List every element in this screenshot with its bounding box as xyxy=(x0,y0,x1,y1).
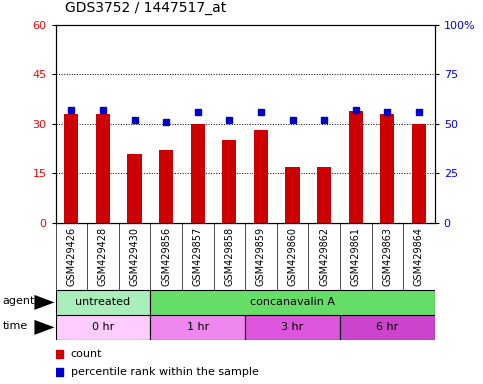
Text: GSM429861: GSM429861 xyxy=(351,227,361,286)
Text: GSM429426: GSM429426 xyxy=(66,227,76,286)
Text: 3 hr: 3 hr xyxy=(282,322,304,333)
Bar xyxy=(150,315,245,340)
Text: GSM429430: GSM429430 xyxy=(129,227,140,286)
Bar xyxy=(159,150,173,223)
Text: GSM429428: GSM429428 xyxy=(98,227,108,286)
Text: GSM429863: GSM429863 xyxy=(383,227,392,286)
Text: GSM429860: GSM429860 xyxy=(287,227,298,286)
Bar xyxy=(349,111,363,223)
Text: concanavalin A: concanavalin A xyxy=(250,297,335,308)
Text: GSM429864: GSM429864 xyxy=(414,227,424,286)
Polygon shape xyxy=(34,295,55,310)
Bar xyxy=(285,167,299,223)
Text: GSM429856: GSM429856 xyxy=(161,227,171,286)
Bar xyxy=(56,290,150,315)
Text: GSM429859: GSM429859 xyxy=(256,227,266,286)
Text: 1 hr: 1 hr xyxy=(186,322,209,333)
Text: untreated: untreated xyxy=(75,297,130,308)
Bar xyxy=(64,114,78,223)
Text: percentile rank within the sample: percentile rank within the sample xyxy=(71,366,258,377)
Bar xyxy=(128,154,142,223)
Bar xyxy=(56,315,150,340)
Bar xyxy=(380,114,395,223)
Bar xyxy=(317,167,331,223)
Text: 6 hr: 6 hr xyxy=(376,322,398,333)
Text: 0 hr: 0 hr xyxy=(92,322,114,333)
Bar xyxy=(150,290,435,315)
Text: time: time xyxy=(3,321,28,331)
Text: GSM429858: GSM429858 xyxy=(224,227,234,286)
Bar xyxy=(245,315,340,340)
Bar xyxy=(254,131,268,223)
Text: agent: agent xyxy=(3,296,35,306)
Text: GSM429862: GSM429862 xyxy=(319,227,329,286)
Text: count: count xyxy=(71,349,102,359)
Bar xyxy=(191,124,205,223)
Bar xyxy=(96,114,110,223)
Text: GDS3752 / 1447517_at: GDS3752 / 1447517_at xyxy=(65,2,227,15)
Polygon shape xyxy=(34,320,55,335)
Bar xyxy=(222,140,237,223)
Text: GSM429857: GSM429857 xyxy=(193,227,203,286)
Bar xyxy=(340,315,435,340)
Bar xyxy=(412,124,426,223)
